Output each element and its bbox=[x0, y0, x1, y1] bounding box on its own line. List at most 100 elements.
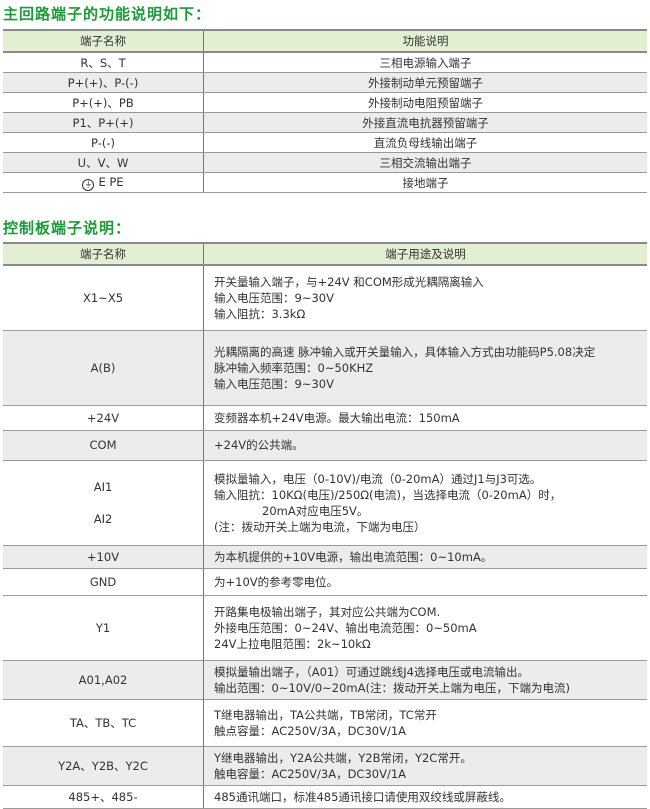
usage-line: 脉冲输入频率范围：0~50KHZ bbox=[214, 360, 374, 375]
terminal-name-cell: 485+、485- bbox=[3, 785, 204, 809]
table-row: Y2A、Y2B、Y2C Y继电器输出，Y2A公共端，Y2B常闭，Y2C常开。 触电容… bbox=[3, 746, 647, 786]
header-terminal-name: 端子名称 bbox=[3, 242, 204, 266]
usage-line: T继电器输出，TA公共端，TB常闭，TC常开 bbox=[214, 707, 437, 722]
usage-line: (注：拨动开关上端为电流，下端为电压） bbox=[214, 519, 426, 534]
usage-line: +24V的公共端。 bbox=[214, 438, 304, 452]
usage-line: 开路集电极输出端子，其对应公共端为COM. bbox=[214, 604, 441, 619]
terminal-name-cell: U、V、W bbox=[3, 152, 204, 173]
table-row: TA、TB、TC T继电器输出，TA公共端，TB常闭，TC常开 触点容量：AC250… bbox=[3, 699, 647, 747]
terminal-name-cell: P-(-) bbox=[3, 132, 204, 153]
terminal-name: E PE bbox=[98, 174, 124, 189]
usage-cell: 光耦隔离的高速 脉冲输入或开关量输入，具体输入方式由功能码P5.08决定 脉冲输入… bbox=[203, 330, 647, 406]
terminal-name: Y2A、Y2B、Y2C bbox=[58, 758, 148, 773]
function-cell: 外接制动单元预留端子 bbox=[203, 72, 647, 93]
table-row: U、V、W 三相交流输出端子 bbox=[3, 152, 647, 173]
usage-line: 模拟量输入，电压（0-10V)/电流（0-20mA）通过J1与J3可选。 bbox=[214, 471, 542, 486]
usage-cell: 为本机提供的+10V电源，输出电流范围：0~10mA。 bbox=[203, 545, 647, 569]
usage-cell: Y继电器输出，Y2A公共端，Y2B常闭，Y2C常开。 触电容量：AC250V/3A… bbox=[203, 746, 647, 786]
usage-cell: 模拟量输入，电压（0-10V)/电流（0-20mA）通过J1与J3可选。 输入阻抗… bbox=[203, 460, 647, 546]
usage-cell: 为+10V的参考零电位。 bbox=[203, 568, 647, 596]
usage-line: 为本机提供的+10V电源，输出电流范围：0~10mA。 bbox=[214, 549, 493, 564]
header-terminal-name: 端子名称 bbox=[3, 29, 204, 53]
terminal-name-cell: X1~X5 bbox=[3, 265, 204, 331]
usage-line: 开关量输入端子，与+24V 和COM形成光耦隔离输入 bbox=[214, 274, 484, 289]
usage-line: 24V上拉电阻范围：2k~10kΩ bbox=[214, 636, 371, 651]
terminal-name-cell: +24V bbox=[3, 405, 204, 431]
table-row: ⏚ E PE 接地端子 bbox=[3, 172, 647, 193]
terminal-name-cell: P+(+)、P-(-) bbox=[3, 72, 204, 93]
terminal-name: +10V bbox=[86, 549, 120, 564]
terminal-name: P+(+)、PB bbox=[72, 95, 134, 110]
table-row: COM +24V的公共端。 bbox=[3, 430, 647, 461]
terminal-name-cell: COM bbox=[3, 430, 204, 461]
usage-line: 485通讯端口，标准485通讯接口请使用双绞线或屏蔽线。 bbox=[214, 789, 511, 804]
header-function: 功能说明 bbox=[203, 29, 647, 53]
function-cell: 外接直流电抗器预留端子 bbox=[203, 112, 647, 133]
usage-line: 输入电压范围：9~30V bbox=[214, 290, 334, 305]
terminal-name: R、S、T bbox=[80, 55, 126, 70]
terminal-name-cell: +10V bbox=[3, 545, 204, 569]
main-circuit-title: 主回路端子的功能说明如下： bbox=[3, 5, 212, 23]
terminal-name-cell: P1、P+(+) bbox=[3, 112, 204, 133]
table-row: P1、P+(+) 外接直流电抗器预留端子 bbox=[3, 112, 647, 133]
table-row: Y1 开路集电极输出端子，其对应公共端为COM. 外接电压范围：0~24V、输出电流… bbox=[3, 595, 647, 661]
usage-line: 触电容量：AC250V/3A，DC30V/1A bbox=[214, 766, 407, 781]
usage-line: 外接电压范围：0~24V、输出电流范围：0~50mA bbox=[214, 620, 477, 635]
terminal-name: A(B) bbox=[90, 360, 116, 375]
function-cell: 接地端子 bbox=[203, 172, 647, 193]
terminal-name-cell: Y1 bbox=[3, 595, 204, 661]
terminal-name-cell: Y2A、Y2B、Y2C bbox=[3, 746, 204, 786]
main-circuit-table: 端子名称 功能说明 R、S、T 三相电源输入端子 P+(+)、P-(-) 外接制动单元… bbox=[3, 29, 647, 193]
usage-line: Y继电器输出，Y2A公共端，Y2B常闭，Y2C常开。 bbox=[214, 750, 472, 765]
header-usage: 端子用途及说明 bbox=[203, 242, 647, 266]
usage-line: 变频器本机+24V电源。最大输出电流：150mA bbox=[214, 410, 460, 425]
terminal-name-cell: R、S、T bbox=[3, 52, 204, 73]
control-board-table: 端子名称 端子用途及说明 X1~X5 开关量输入端子，与+24V 和COM形成光耦… bbox=[3, 242, 647, 809]
terminal-name-cell: ⏚ E PE bbox=[3, 172, 204, 193]
usage-line: 光耦隔离的高速 脉冲输入或开关量输入，具体输入方式由功能码P5.08决定 bbox=[214, 344, 596, 359]
usage-cell: T继电器输出，TA公共端，TB常闭，TC常开 触点容量：AC250V/3A，DC3… bbox=[203, 699, 647, 747]
terminal-name: AI1 bbox=[93, 479, 113, 494]
terminal-name: P-(-) bbox=[91, 135, 115, 150]
terminal-name: U、V、W bbox=[77, 155, 129, 170]
usage-cell: 模拟量输出端子，（A01）可通过跳线J4选择电压或电流输出。 输出范围：0~10V… bbox=[203, 660, 647, 700]
terminal-name: P+(+)、P-(-) bbox=[67, 75, 139, 90]
usage-cell: +24V的公共端。 bbox=[203, 430, 647, 461]
terminal-name-cell: P+(+)、PB bbox=[3, 92, 204, 113]
ground-icon: ⏚ bbox=[82, 178, 95, 191]
terminal-name-cell: GND bbox=[3, 568, 204, 596]
table-row: P-(-) 直流负母线输出端子 bbox=[3, 132, 647, 153]
table-row: X1~X5 开关量输入端子，与+24V 和COM形成光耦隔离输入 输入电压范围：9~… bbox=[3, 265, 647, 331]
usage-line: 输入阻抗：10KΩ(电压)/250Ω(电流)，当选择电流（0-20mA）时， bbox=[214, 487, 562, 502]
table-row: +24V 变频器本机+24V电源。最大输出电流：150mA bbox=[3, 405, 647, 431]
function-cell: 外接制动电阻预留端子 bbox=[203, 92, 647, 113]
usage-cell: 开关量输入端子，与+24V 和COM形成光耦隔离输入 输入电压范围：9~30V 输入… bbox=[203, 265, 647, 331]
usage-cell: 变频器本机+24V电源。最大输出电流：150mA bbox=[203, 405, 647, 431]
table-row: P+(+)、PB 外接制动电阻预留端子 bbox=[3, 92, 647, 113]
terminal-name: P1、P+(+) bbox=[72, 115, 134, 130]
usage-line: 输入阻抗：3.3kΩ bbox=[214, 306, 306, 321]
table-row: A01,A02 模拟量输出端子，（A01）可通过跳线J4选择电压或电流输出。 输出范… bbox=[3, 660, 647, 700]
table-row: AI1 AI2 模拟量输入，电压（0-10V)/电流（0-20mA）通过J1与J3可… bbox=[3, 460, 647, 546]
table-row: A(B) 光耦隔离的高速 脉冲输入或开关量输入，具体输入方式由功能码P5.08决定… bbox=[3, 330, 647, 406]
terminal-name: +24V bbox=[86, 410, 120, 425]
terminal-name-cell: A01,A02 bbox=[3, 660, 204, 700]
terminal-name-2: AI2 bbox=[93, 511, 113, 526]
usage-cell: 485通讯端口，标准485通讯接口请使用双绞线或屏蔽线。 bbox=[203, 785, 647, 809]
terminal-name: X1~X5 bbox=[82, 290, 124, 305]
terminal-name: GND bbox=[89, 574, 117, 589]
terminal-name-cell: A(B) bbox=[3, 330, 204, 406]
function-cell: 三相交流输出端子 bbox=[203, 152, 647, 173]
terminal-name: 485+、485- bbox=[68, 789, 138, 804]
function-cell: 直流负母线输出端子 bbox=[203, 132, 647, 153]
function-cell: 三相电源输入端子 bbox=[203, 52, 647, 73]
terminal-name: Y1 bbox=[95, 620, 111, 635]
usage-cell: 开路集电极输出端子，其对应公共端为COM. 外接电压范围：0~24V、输出电流范围… bbox=[203, 595, 647, 661]
usage-line: 输入电压范围：9~30V bbox=[214, 376, 334, 391]
table-row: +10V 为本机提供的+10V电源，输出电流范围：0~10mA。 bbox=[3, 545, 647, 569]
table-row: R、S、T 三相电源输入端子 bbox=[3, 52, 647, 73]
terminal-name: TA、TB、TC bbox=[69, 715, 137, 730]
usage-line: 20mA对应电压5V。 bbox=[262, 503, 369, 518]
table-header: 端子名称 功能说明 bbox=[3, 29, 647, 53]
usage-line: 模拟量输出端子，（A01）可通过跳线J4选择电压或电流输出。 bbox=[214, 664, 529, 679]
